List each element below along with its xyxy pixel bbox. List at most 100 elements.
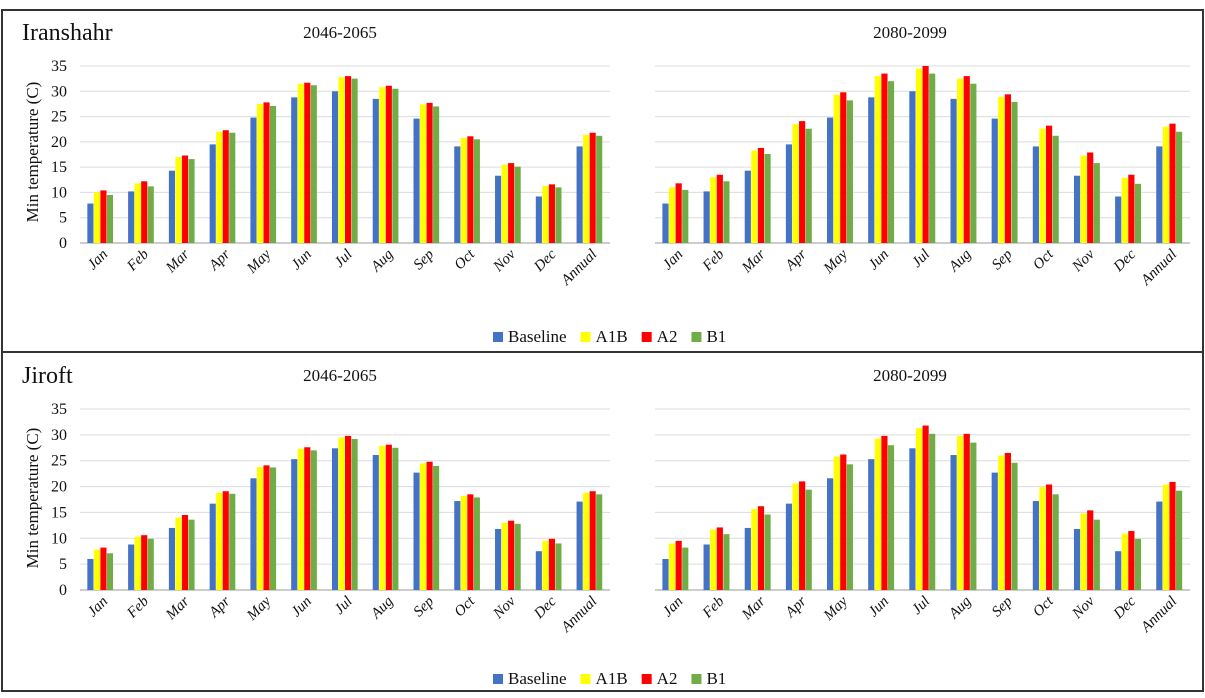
bar-a1b-aug — [957, 78, 964, 243]
bar-baseline-jul — [331, 448, 339, 590]
bar-a2-dec — [1128, 531, 1135, 590]
y-tick-label: 5 — [59, 556, 67, 573]
bar-baseline-mar — [744, 527, 751, 590]
bar-b1-apr — [805, 489, 812, 590]
bar-baseline-apr — [785, 503, 793, 590]
bar-baseline-nov — [495, 175, 502, 243]
bar-b1-apr — [229, 132, 236, 243]
bar-baseline-sep — [413, 118, 420, 243]
bar-b1-mar — [764, 514, 771, 590]
bar-baseline-dec — [1115, 196, 1122, 243]
bar-a1b-jun — [874, 438, 881, 590]
bar-b1-apr — [805, 128, 812, 243]
bar-baseline-apr — [785, 144, 793, 243]
bar-b1-nov — [514, 523, 521, 590]
bar-baseline-jun — [291, 459, 298, 590]
bar-a2-apr — [799, 481, 806, 590]
bar-baseline-apr — [209, 144, 216, 243]
bar-a1b-jan — [93, 192, 100, 243]
legend-swatch-b1 — [691, 674, 702, 684]
bar-baseline-feb — [703, 544, 710, 590]
bar-baseline-mar — [168, 527, 175, 590]
bar-a2-jun — [881, 73, 888, 243]
bar-a1b-apr — [792, 124, 799, 243]
bar-a2-apr — [222, 130, 229, 243]
bar-a2-feb — [716, 527, 723, 590]
bar-a2-nov — [508, 520, 515, 590]
bar-a2-jul — [345, 76, 352, 243]
bar-a1b-annual — [583, 492, 590, 590]
bar-a1b-oct — [1039, 128, 1046, 243]
bar-a1b-feb — [710, 529, 717, 590]
chart-title-iranshahr-2080-2099: 2080-2099 — [873, 23, 947, 42]
bar-b1-jul — [351, 78, 358, 243]
bar-baseline-mar — [168, 170, 175, 243]
y-tick-label: 35 — [51, 401, 67, 418]
y-tick-label: 20 — [51, 134, 67, 151]
bar-b1-jun — [310, 450, 317, 590]
legend-label-b1: B1 — [706, 327, 726, 346]
legend-swatch-a2 — [641, 674, 652, 684]
bar-baseline-may — [250, 478, 257, 590]
bar-b1-feb — [723, 181, 730, 243]
bar-a1b-nov — [1080, 513, 1087, 590]
bar-a1b-nov — [501, 164, 508, 243]
bar-b1-dec — [1134, 183, 1142, 243]
bar-baseline-oct — [454, 501, 461, 590]
bar-a1b-annual — [583, 134, 590, 243]
bar-a1b-aug — [957, 435, 964, 590]
bar-b1-mar — [188, 159, 195, 243]
bar-a2-annual — [589, 491, 596, 590]
bar-a2-jul — [922, 66, 929, 243]
bar-a2-mar — [757, 147, 765, 243]
bar-baseline-annual — [1156, 501, 1163, 590]
bar-b1-sep — [1011, 462, 1018, 590]
bar-b1-sep — [1011, 101, 1018, 243]
bar-b1-oct — [473, 139, 480, 243]
bar-a2-may — [840, 92, 847, 243]
bar-baseline-feb — [128, 544, 135, 590]
bar-b1-sep — [433, 465, 440, 590]
bar-a1b-jul — [338, 77, 345, 243]
bar-b1-jun — [887, 445, 895, 590]
bar-baseline-dec — [1115, 551, 1122, 590]
bar-baseline-jul — [331, 91, 339, 243]
bar-a2-aug — [963, 76, 970, 243]
bar-b1-dec — [555, 187, 562, 243]
bar-b1-dec — [555, 543, 562, 590]
bar-a1b-jun — [297, 448, 304, 590]
bar-a1b-annual — [1162, 484, 1170, 590]
bar-a2-oct — [467, 494, 474, 590]
bar-b1-annual — [1176, 131, 1183, 243]
bar-b1-oct — [473, 497, 480, 590]
legend-swatch-baseline — [493, 332, 503, 342]
bar-a1b-annual — [1162, 126, 1170, 243]
bar-b1-feb — [147, 538, 154, 590]
bar-baseline-jun — [868, 459, 875, 590]
bar-b1-aug — [392, 88, 399, 243]
bar-a2-annual — [1169, 481, 1176, 590]
bar-a1b-apr — [216, 131, 223, 243]
bar-b1-annual — [596, 135, 603, 243]
bar-baseline-nov — [1073, 175, 1081, 243]
bar-a2-may — [840, 454, 847, 590]
bar-b1-mar — [188, 519, 195, 590]
bar-baseline-apr — [209, 503, 216, 590]
y-axis-label-jiroft: Min temperature (C) — [23, 428, 42, 569]
region-name-jiroft: Jiroft — [22, 363, 73, 389]
bar-baseline-jan — [662, 203, 669, 243]
bar-a1b-jul — [915, 68, 923, 243]
bar-baseline-jul — [909, 91, 916, 243]
bar-baseline-mar — [744, 170, 751, 243]
bar-a1b-oct — [460, 137, 467, 243]
bar-a1b-jun — [874, 76, 881, 243]
bar-b1-oct — [1052, 135, 1059, 243]
bar-baseline-oct — [454, 146, 461, 243]
bar-b1-annual — [1176, 490, 1183, 590]
bar-baseline-nov — [1073, 528, 1081, 590]
bar-a2-mar — [181, 155, 189, 243]
legend-swatch-b1 — [691, 332, 702, 342]
bar-b1-aug — [970, 83, 977, 243]
bar-a1b-sep — [998, 96, 1005, 243]
bar-a2-feb — [141, 535, 148, 590]
